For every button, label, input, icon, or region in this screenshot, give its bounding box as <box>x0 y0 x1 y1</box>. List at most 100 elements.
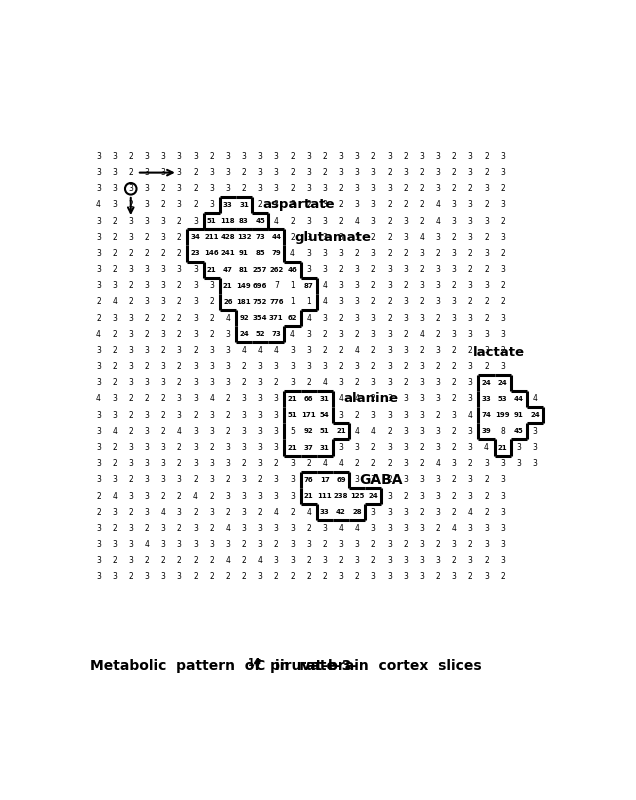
Text: 3: 3 <box>177 540 182 549</box>
Text: 91: 91 <box>514 412 523 418</box>
Text: 2: 2 <box>225 394 230 403</box>
Text: 3: 3 <box>177 410 182 420</box>
Text: 2: 2 <box>161 410 165 420</box>
Text: 2: 2 <box>371 298 376 306</box>
Text: 24: 24 <box>530 412 540 418</box>
Text: 24: 24 <box>481 380 492 386</box>
Text: 2: 2 <box>484 265 489 274</box>
Text: 2: 2 <box>177 217 182 226</box>
Text: 2: 2 <box>290 508 295 517</box>
Text: 3: 3 <box>144 184 149 194</box>
Text: 2: 2 <box>177 233 182 242</box>
Text: 3: 3 <box>371 330 376 339</box>
Text: 2: 2 <box>128 427 133 436</box>
Text: 3: 3 <box>322 217 328 226</box>
Text: 3: 3 <box>484 282 489 290</box>
Text: 2: 2 <box>387 168 392 177</box>
Text: 2: 2 <box>452 556 457 565</box>
Text: 2: 2 <box>403 491 408 501</box>
Text: 776: 776 <box>269 299 284 305</box>
Text: 3: 3 <box>225 346 230 355</box>
Text: 2: 2 <box>484 475 489 484</box>
Text: 3: 3 <box>225 378 230 387</box>
Text: 3: 3 <box>193 540 198 549</box>
Text: 3: 3 <box>468 524 473 533</box>
Text: 3: 3 <box>338 298 343 306</box>
Text: 3: 3 <box>419 540 424 549</box>
Text: 3: 3 <box>452 265 457 274</box>
Text: 4: 4 <box>258 556 263 565</box>
Text: 3: 3 <box>96 443 101 452</box>
Text: 3: 3 <box>403 265 408 274</box>
Text: 3: 3 <box>242 427 246 436</box>
Text: 2: 2 <box>128 475 133 484</box>
Text: 3: 3 <box>468 362 473 371</box>
Text: 3: 3 <box>193 427 198 436</box>
Text: 428: 428 <box>221 234 235 240</box>
Text: 2: 2 <box>128 572 133 582</box>
Text: 3: 3 <box>209 362 214 371</box>
Text: 2: 2 <box>193 346 198 355</box>
Text: 3: 3 <box>193 282 198 290</box>
Text: 2: 2 <box>501 572 505 582</box>
Text: 2: 2 <box>371 394 376 403</box>
Text: 4: 4 <box>96 330 101 339</box>
Text: 3: 3 <box>290 362 295 371</box>
Text: 3: 3 <box>128 265 133 274</box>
Text: 21: 21 <box>304 493 314 499</box>
Text: 2: 2 <box>452 152 457 161</box>
Text: 31: 31 <box>239 202 249 208</box>
Text: 3: 3 <box>403 556 408 565</box>
Text: 3: 3 <box>128 184 133 194</box>
Text: 2: 2 <box>322 572 327 582</box>
Text: 3: 3 <box>193 459 198 468</box>
Text: 3: 3 <box>177 475 182 484</box>
Text: 3: 3 <box>225 491 230 501</box>
Text: 2: 2 <box>403 540 408 549</box>
Text: 238: 238 <box>334 493 349 499</box>
Text: 3: 3 <box>193 394 198 403</box>
Text: 3: 3 <box>436 152 440 161</box>
Text: 5: 5 <box>290 427 295 436</box>
Text: 3: 3 <box>161 459 165 468</box>
Text: 3: 3 <box>387 152 392 161</box>
Text: 262: 262 <box>269 266 284 273</box>
Text: 3: 3 <box>209 184 214 194</box>
Text: 3: 3 <box>322 184 328 194</box>
Text: 3: 3 <box>161 168 165 177</box>
Text: 3: 3 <box>419 394 424 403</box>
Text: 3: 3 <box>338 443 343 452</box>
Text: 3: 3 <box>403 410 408 420</box>
Text: 2: 2 <box>338 201 343 210</box>
Text: 3: 3 <box>387 443 392 452</box>
Text: 3: 3 <box>371 217 376 226</box>
Text: 3: 3 <box>436 346 440 355</box>
Text: 3: 3 <box>468 475 473 484</box>
Text: 3: 3 <box>96 572 101 582</box>
Text: 39: 39 <box>481 428 492 434</box>
Text: 199: 199 <box>495 412 510 418</box>
Text: 3: 3 <box>371 508 376 517</box>
Text: 3: 3 <box>96 346 101 355</box>
Text: 3: 3 <box>161 298 165 306</box>
Text: 3: 3 <box>419 524 424 533</box>
Text: 2: 2 <box>387 314 392 322</box>
Text: 3: 3 <box>419 152 424 161</box>
Text: 2: 2 <box>307 459 311 468</box>
Text: 3: 3 <box>322 233 328 242</box>
Text: 2: 2 <box>177 314 182 322</box>
Text: 2: 2 <box>387 249 392 258</box>
Text: 2: 2 <box>468 540 473 549</box>
Text: 3: 3 <box>161 378 165 387</box>
Text: 2: 2 <box>419 168 424 177</box>
Text: 3: 3 <box>338 540 343 549</box>
Text: 3: 3 <box>501 556 505 565</box>
Text: 3: 3 <box>193 524 198 533</box>
Text: 3: 3 <box>387 410 392 420</box>
Text: 3: 3 <box>468 378 473 387</box>
Text: 3: 3 <box>501 201 505 210</box>
Text: 2: 2 <box>242 459 246 468</box>
Text: 2: 2 <box>452 427 457 436</box>
Text: 3: 3 <box>484 572 489 582</box>
Text: 24: 24 <box>498 380 508 386</box>
